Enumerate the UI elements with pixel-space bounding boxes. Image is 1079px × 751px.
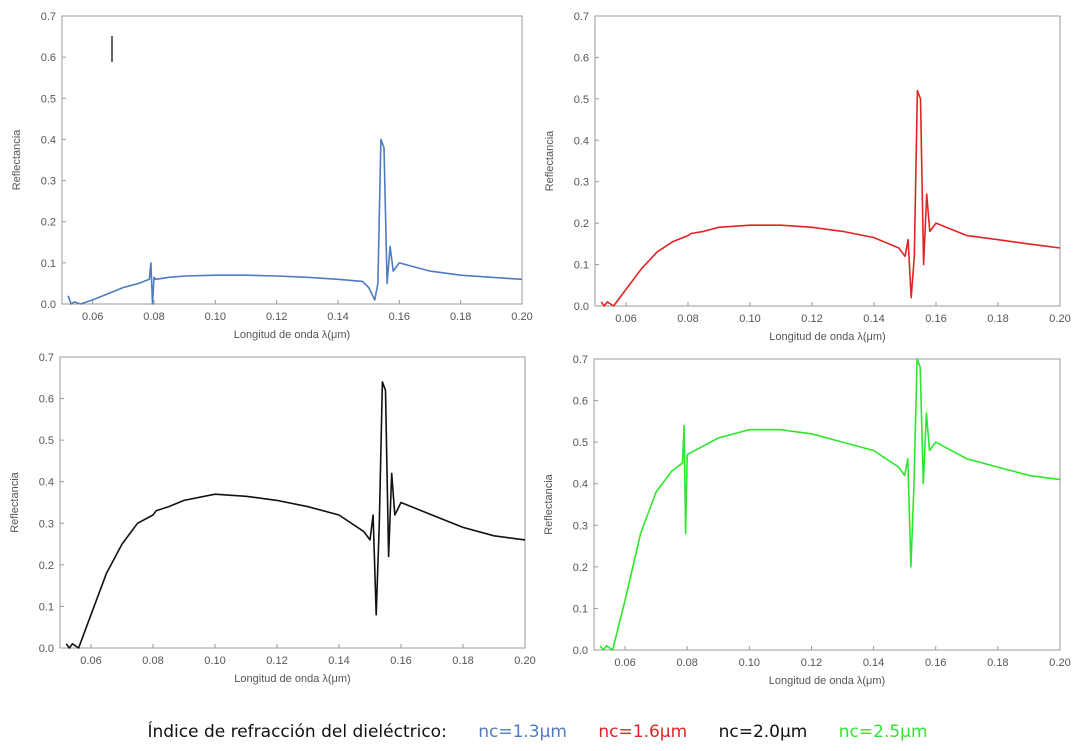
x-tick-label: 0.12	[266, 655, 287, 667]
plot-frame	[593, 358, 1061, 651]
series-line	[599, 358, 1061, 651]
y-tick-label: 0.0	[41, 299, 56, 311]
panel-nc-2-0: 0.06 0.08 0.10 0.12 0.14 0.16 0.18 0.20 0.0 0.1 0.…	[9, 352, 536, 685]
y-axis-label: Reflectancia	[9, 471, 21, 532]
x-axis-label: Longitud de onda λ(μm)	[234, 329, 350, 341]
x-tick-label: 0.18	[987, 313, 1008, 325]
x-tick-label: 0.18	[450, 311, 471, 323]
y-tick-label: 0.3	[41, 176, 56, 188]
x-axis-label: Longitud de onda λ(μm)	[234, 673, 350, 685]
legend-item-nc-1-3: nc=1.3μm	[478, 722, 567, 742]
series-line	[67, 138, 523, 305]
x-tick-label: 0.14	[863, 313, 884, 325]
x-tick-label: 0.06	[80, 655, 101, 667]
x-tick-label: 0.10	[739, 657, 760, 669]
y-tick-label: 0.2	[574, 218, 589, 230]
x-tick-label: 0.16	[925, 657, 946, 669]
x-tick-label: 0.08	[676, 657, 697, 669]
x-tick-label: 0.16	[390, 655, 411, 667]
y-tick-label: 0.4	[39, 477, 54, 489]
y-tick-label: 0.6	[574, 52, 589, 64]
x-tick-label: 0.20	[514, 655, 535, 667]
x-tick-label: 0.06	[614, 657, 635, 669]
y-tick-label: 0.5	[39, 435, 54, 447]
y-tick-label: 0.5	[574, 94, 589, 106]
x-tick-label: 0.20	[1049, 313, 1070, 325]
x-axis-label: Longitud de onda λ(μm)	[769, 331, 885, 343]
y-tick-label: 0.2	[39, 560, 54, 572]
y-axis-label: Reflectancia	[544, 130, 556, 191]
x-tick-label: 0.06	[615, 313, 636, 325]
y-tick-label: 0.3	[39, 518, 54, 530]
x-tick-label: 0.14	[328, 655, 349, 667]
legend-caption: Índice de refracción del dieléctrico: nc…	[0, 722, 1079, 742]
y-tick-label: 0.6	[573, 396, 588, 408]
x-tick-label: 0.06	[82, 311, 103, 323]
y-axis-label: Reflectancia	[543, 473, 555, 534]
y-tick-label: 0.0	[39, 643, 54, 655]
legend-item-nc-1-6: nc=1.6μm	[598, 722, 688, 742]
y-tick-label: 0.6	[39, 394, 54, 406]
y-tick-label: 0.0	[573, 645, 588, 657]
x-tick-label: 0.08	[677, 313, 698, 325]
x-tick-label: 0.18	[987, 657, 1008, 669]
x-axis-label: Longitud de onda λ(μm)	[769, 675, 885, 687]
plot-frame	[61, 15, 523, 305]
y-tick-label: 0.1	[39, 601, 54, 613]
y-tick-label: 0.1	[41, 258, 56, 270]
x-tick-label: 0.20	[511, 311, 532, 323]
y-tick-label: 0.7	[41, 11, 56, 23]
legend-prefix: Índice de refracción del dieléctrico:	[147, 722, 447, 742]
y-tick-label: 0.6	[41, 52, 56, 64]
y-tick-label: 0.7	[39, 352, 54, 364]
y-tick-label: 0.2	[573, 562, 588, 574]
y-tick-label: 0.4	[573, 479, 588, 491]
y-tick-label: 0.3	[574, 177, 589, 189]
series-line	[600, 89, 1061, 307]
x-tick-label: 0.16	[925, 313, 946, 325]
y-tick-label: 0.0	[574, 301, 589, 313]
y-tick-label: 0.1	[573, 603, 588, 615]
x-tick-label: 0.10	[204, 655, 225, 667]
y-tick-label: 0.5	[41, 93, 56, 105]
x-tick-label: 0.18	[452, 655, 473, 667]
y-tick-label: 0.3	[573, 520, 588, 532]
plot-frame	[59, 356, 526, 649]
x-tick-label: 0.08	[142, 655, 163, 667]
x-tick-label: 0.12	[801, 313, 822, 325]
y-tick-label: 0.4	[41, 134, 56, 146]
legend-item-nc-2-5: nc=2.5μm	[838, 722, 928, 742]
x-tick-label: 0.10	[739, 313, 760, 325]
y-tick-label: 0.4	[574, 135, 589, 147]
x-tick-label: 0.16	[389, 311, 410, 323]
y-tick-label: 0.2	[41, 217, 56, 229]
panel-nc-1-3: 0.06 0.08 0.10 0.12 0.14 0.16 0.18 0.20 0.0 0.1 0.…	[11, 11, 533, 341]
x-tick-label: 0.10	[205, 311, 226, 323]
plot-frame	[594, 15, 1061, 307]
x-tick-label: 0.12	[801, 657, 822, 669]
y-tick-label: 0.7	[573, 354, 588, 366]
y-tick-label: 0.1	[574, 260, 589, 272]
panel-nc-2-5: 0.06 0.08 0.10 0.12 0.14 0.16 0.18 0.20 0.0 0.1 0.…	[543, 354, 1071, 687]
y-tick-label: 0.7	[574, 11, 589, 23]
x-tick-label: 0.08	[143, 311, 164, 323]
panel-nc-1-6: 0.06 0.08 0.10 0.12 0.14 0.16 0.18 0.20 0.0 0.1 0.…	[544, 11, 1071, 343]
x-tick-label: 0.12	[266, 311, 287, 323]
legend-item-nc-2-0: nc=2.0μm	[718, 722, 808, 742]
y-axis-label: Reflectancia	[11, 129, 23, 190]
series-line	[65, 381, 526, 649]
x-tick-label: 0.14	[863, 657, 884, 669]
x-tick-label: 0.14	[327, 311, 348, 323]
y-tick-label: 0.5	[573, 437, 588, 449]
x-tick-label: 0.20	[1049, 657, 1070, 669]
